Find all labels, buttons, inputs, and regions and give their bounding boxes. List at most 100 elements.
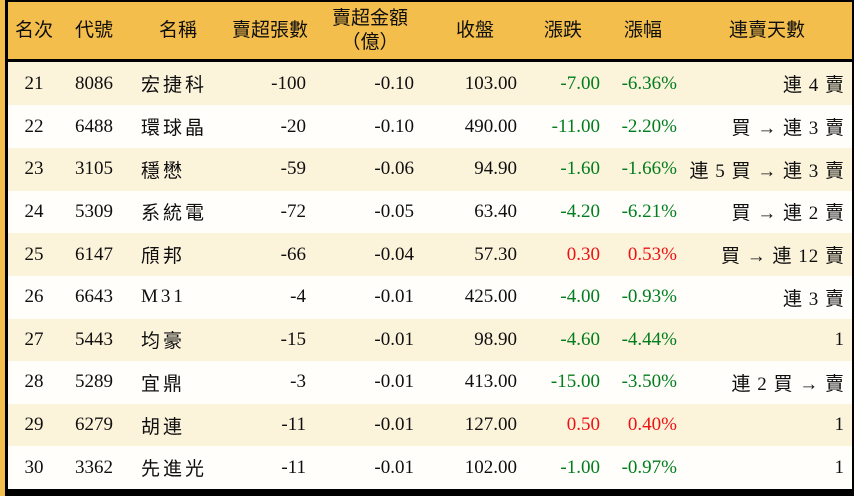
cell-close: 103.00	[464, 72, 517, 94]
cell-close: 57.30	[474, 243, 517, 265]
cell-rank: 21	[24, 72, 44, 94]
cell-close: 63.40	[474, 200, 517, 222]
column-header-label: 代號	[74, 19, 113, 41]
cell-close: 94.90	[474, 158, 517, 180]
table-row: 28 5289 宜鼎 -3 -0.01 413.00 -15.00 -3.50% 連 2 買 →…	[8, 361, 852, 404]
cell-change: 0.30	[566, 243, 600, 265]
table-row: 29 6279 胡連 -11 -0.01 127.00 0.50 0.40% 1	[8, 403, 852, 447]
column-header-label: 賣超張數	[231, 19, 308, 41]
cell-code: 5309	[75, 200, 113, 222]
cell-code: 5443	[75, 328, 113, 350]
cell-streak: 連 5 買 → 連 3 賣	[689, 160, 845, 182]
table-body: 21 8086 宏捷科 -100 -0.10 103.00 -7.00 -6.36% 連 4 賣…	[8, 60, 852, 489]
column-header-rank: 名次	[8, 2, 60, 62]
column-header-sell_volume: 賣超張數	[228, 2, 312, 62]
column-header-name: 名稱	[128, 2, 228, 62]
column-header-label-line2: （億）	[341, 31, 399, 53]
cell-name: 系統電	[141, 203, 208, 225]
cell-streak: 買 → 連 2 賣	[731, 203, 845, 225]
cell-close: 490.00	[464, 115, 517, 137]
cell-rank: 23	[24, 158, 44, 180]
cell-change: -7.00	[560, 72, 600, 94]
column-header-change: 漲跌	[522, 2, 604, 62]
cell-sell_volume: -11	[281, 456, 306, 478]
cell-rank: 22	[24, 115, 44, 137]
table-row: 26 6643 M31 -4 -0.01 425.00 -4.00 -0.93% 連 3 賣	[8, 275, 852, 319]
cell-change_pct: -0.93%	[621, 286, 677, 308]
cell-name: 均豪	[141, 331, 186, 353]
cell-sell_amount: -0.10	[374, 115, 414, 137]
column-header-label: 漲幅	[623, 19, 662, 41]
cell-streak: 1	[834, 328, 845, 350]
cell-sell_amount: -0.06	[374, 158, 414, 180]
cell-sell_amount: -0.01	[374, 371, 414, 393]
stock-table-frame: 名次 代號 名稱 賣超張數 賣超金額 （億） 收盤 漲跌 漲幅 連賣天數 21 8086 宏捷科 -10…	[5, 0, 854, 496]
cell-name: 穩懋	[141, 160, 186, 182]
cell-sell_amount: -0.05	[374, 200, 414, 222]
cell-change: 0.50	[566, 414, 600, 436]
table-row: 24 5309 系統電 -72 -0.05 63.40 -4.20 -6.21% 買 → 連 2…	[8, 190, 852, 234]
cell-code: 6488	[75, 115, 113, 137]
cell-close: 98.90	[474, 328, 517, 350]
cell-change: -1.60	[560, 158, 600, 180]
cell-sell_amount: -0.01	[374, 414, 414, 436]
column-header-streak: 連賣天數	[682, 2, 852, 62]
cell-change: -4.00	[560, 286, 600, 308]
cell-streak: 連 4 賣	[782, 75, 845, 97]
cell-code: 5289	[75, 371, 113, 393]
cell-change_pct: -6.36%	[621, 72, 677, 94]
table-row: 27 5443 均豪 -15 -0.01 98.90 -4.60 -4.44% 1	[8, 318, 852, 362]
cell-streak: 連 2 買 → 賣	[731, 373, 845, 395]
cell-rank: 29	[24, 414, 44, 436]
cell-streak: 連 3 賣	[782, 288, 845, 310]
cell-code: 6147	[75, 243, 113, 265]
cell-close: 102.00	[464, 456, 517, 478]
cell-change: -4.60	[560, 328, 600, 350]
cell-change: -1.00	[560, 456, 600, 478]
header-row: 名次 代號 名稱 賣超張數 賣超金額 （億） 收盤 漲跌 漲幅 連賣天數	[8, 2, 852, 62]
table-row: 21 8086 宏捷科 -100 -0.10 103.00 -7.00 -6.36% 連 4 賣	[8, 60, 852, 106]
cell-streak: 買 → 連 12 賣	[720, 246, 845, 268]
table-row: 23 3105 穩懋 -59 -0.06 94.90 -1.60 -1.66% 連 5 買 → …	[8, 148, 852, 191]
table-row: 22 6488 環球晶 -20 -0.10 490.00 -11.00 -2.20% 買 → 連…	[8, 105, 852, 149]
cell-change_pct: -1.66%	[621, 158, 677, 180]
cell-rank: 25	[24, 243, 44, 265]
cell-sell_amount: -0.10	[374, 72, 414, 94]
cell-sell_amount: -0.04	[374, 243, 414, 265]
cell-sell_volume: -15	[280, 328, 306, 350]
cell-sell_amount: -0.01	[374, 456, 414, 478]
cell-code: 3105	[75, 158, 113, 180]
table-row: 30 3362 先進光 -11 -0.01 102.00 -1.00 -0.97% 1	[8, 446, 852, 489]
cell-change: -4.20	[560, 200, 600, 222]
cell-streak: 1	[834, 414, 845, 436]
cell-sell_volume: -3	[290, 371, 306, 393]
cell-sell_volume: -4	[290, 286, 306, 308]
cell-sell_volume: -59	[280, 158, 306, 180]
cell-name: 宏捷科	[141, 75, 208, 97]
cell-change_pct: -6.21%	[621, 200, 677, 222]
cell-rank: 26	[24, 286, 44, 308]
cell-sell_volume: -20	[280, 115, 306, 137]
cell-code: 3362	[75, 456, 113, 478]
column-header-change_pct: 漲幅	[604, 2, 682, 62]
column-header-close: 收盤	[428, 2, 522, 62]
cell-change: -15.00	[550, 371, 600, 393]
column-header-label: 漲跌	[543, 19, 582, 41]
cell-name: 先進光	[141, 459, 208, 481]
table-row: 25 6147 頎邦 -66 -0.04 57.30 0.30 0.53% 買 → 連 12 賣	[8, 233, 852, 276]
cell-streak: 買 → 連 3 賣	[731, 118, 845, 140]
cell-rank: 30	[24, 456, 44, 478]
cell-code: 6279	[75, 414, 113, 436]
cell-change_pct: 0.53%	[627, 243, 677, 265]
column-header-label: 連賣天數	[728, 19, 805, 41]
net-sell-ranking-table: 名次 代號 名稱 賣超張數 賣超金額 （億） 收盤 漲跌 漲幅 連賣天數 21 8086 宏捷科 -10…	[8, 2, 852, 489]
cell-change_pct: -0.97%	[621, 456, 677, 478]
cell-change_pct: -2.20%	[621, 115, 677, 137]
cell-sell_volume: -66	[280, 243, 306, 265]
cell-name: 胡連	[141, 416, 186, 438]
column-header-sell_amount: 賣超金額 （億）	[312, 2, 428, 62]
cell-name: 宜鼎	[141, 373, 186, 395]
cell-close: 127.00	[464, 414, 517, 436]
cell-code: 8086	[75, 72, 113, 94]
